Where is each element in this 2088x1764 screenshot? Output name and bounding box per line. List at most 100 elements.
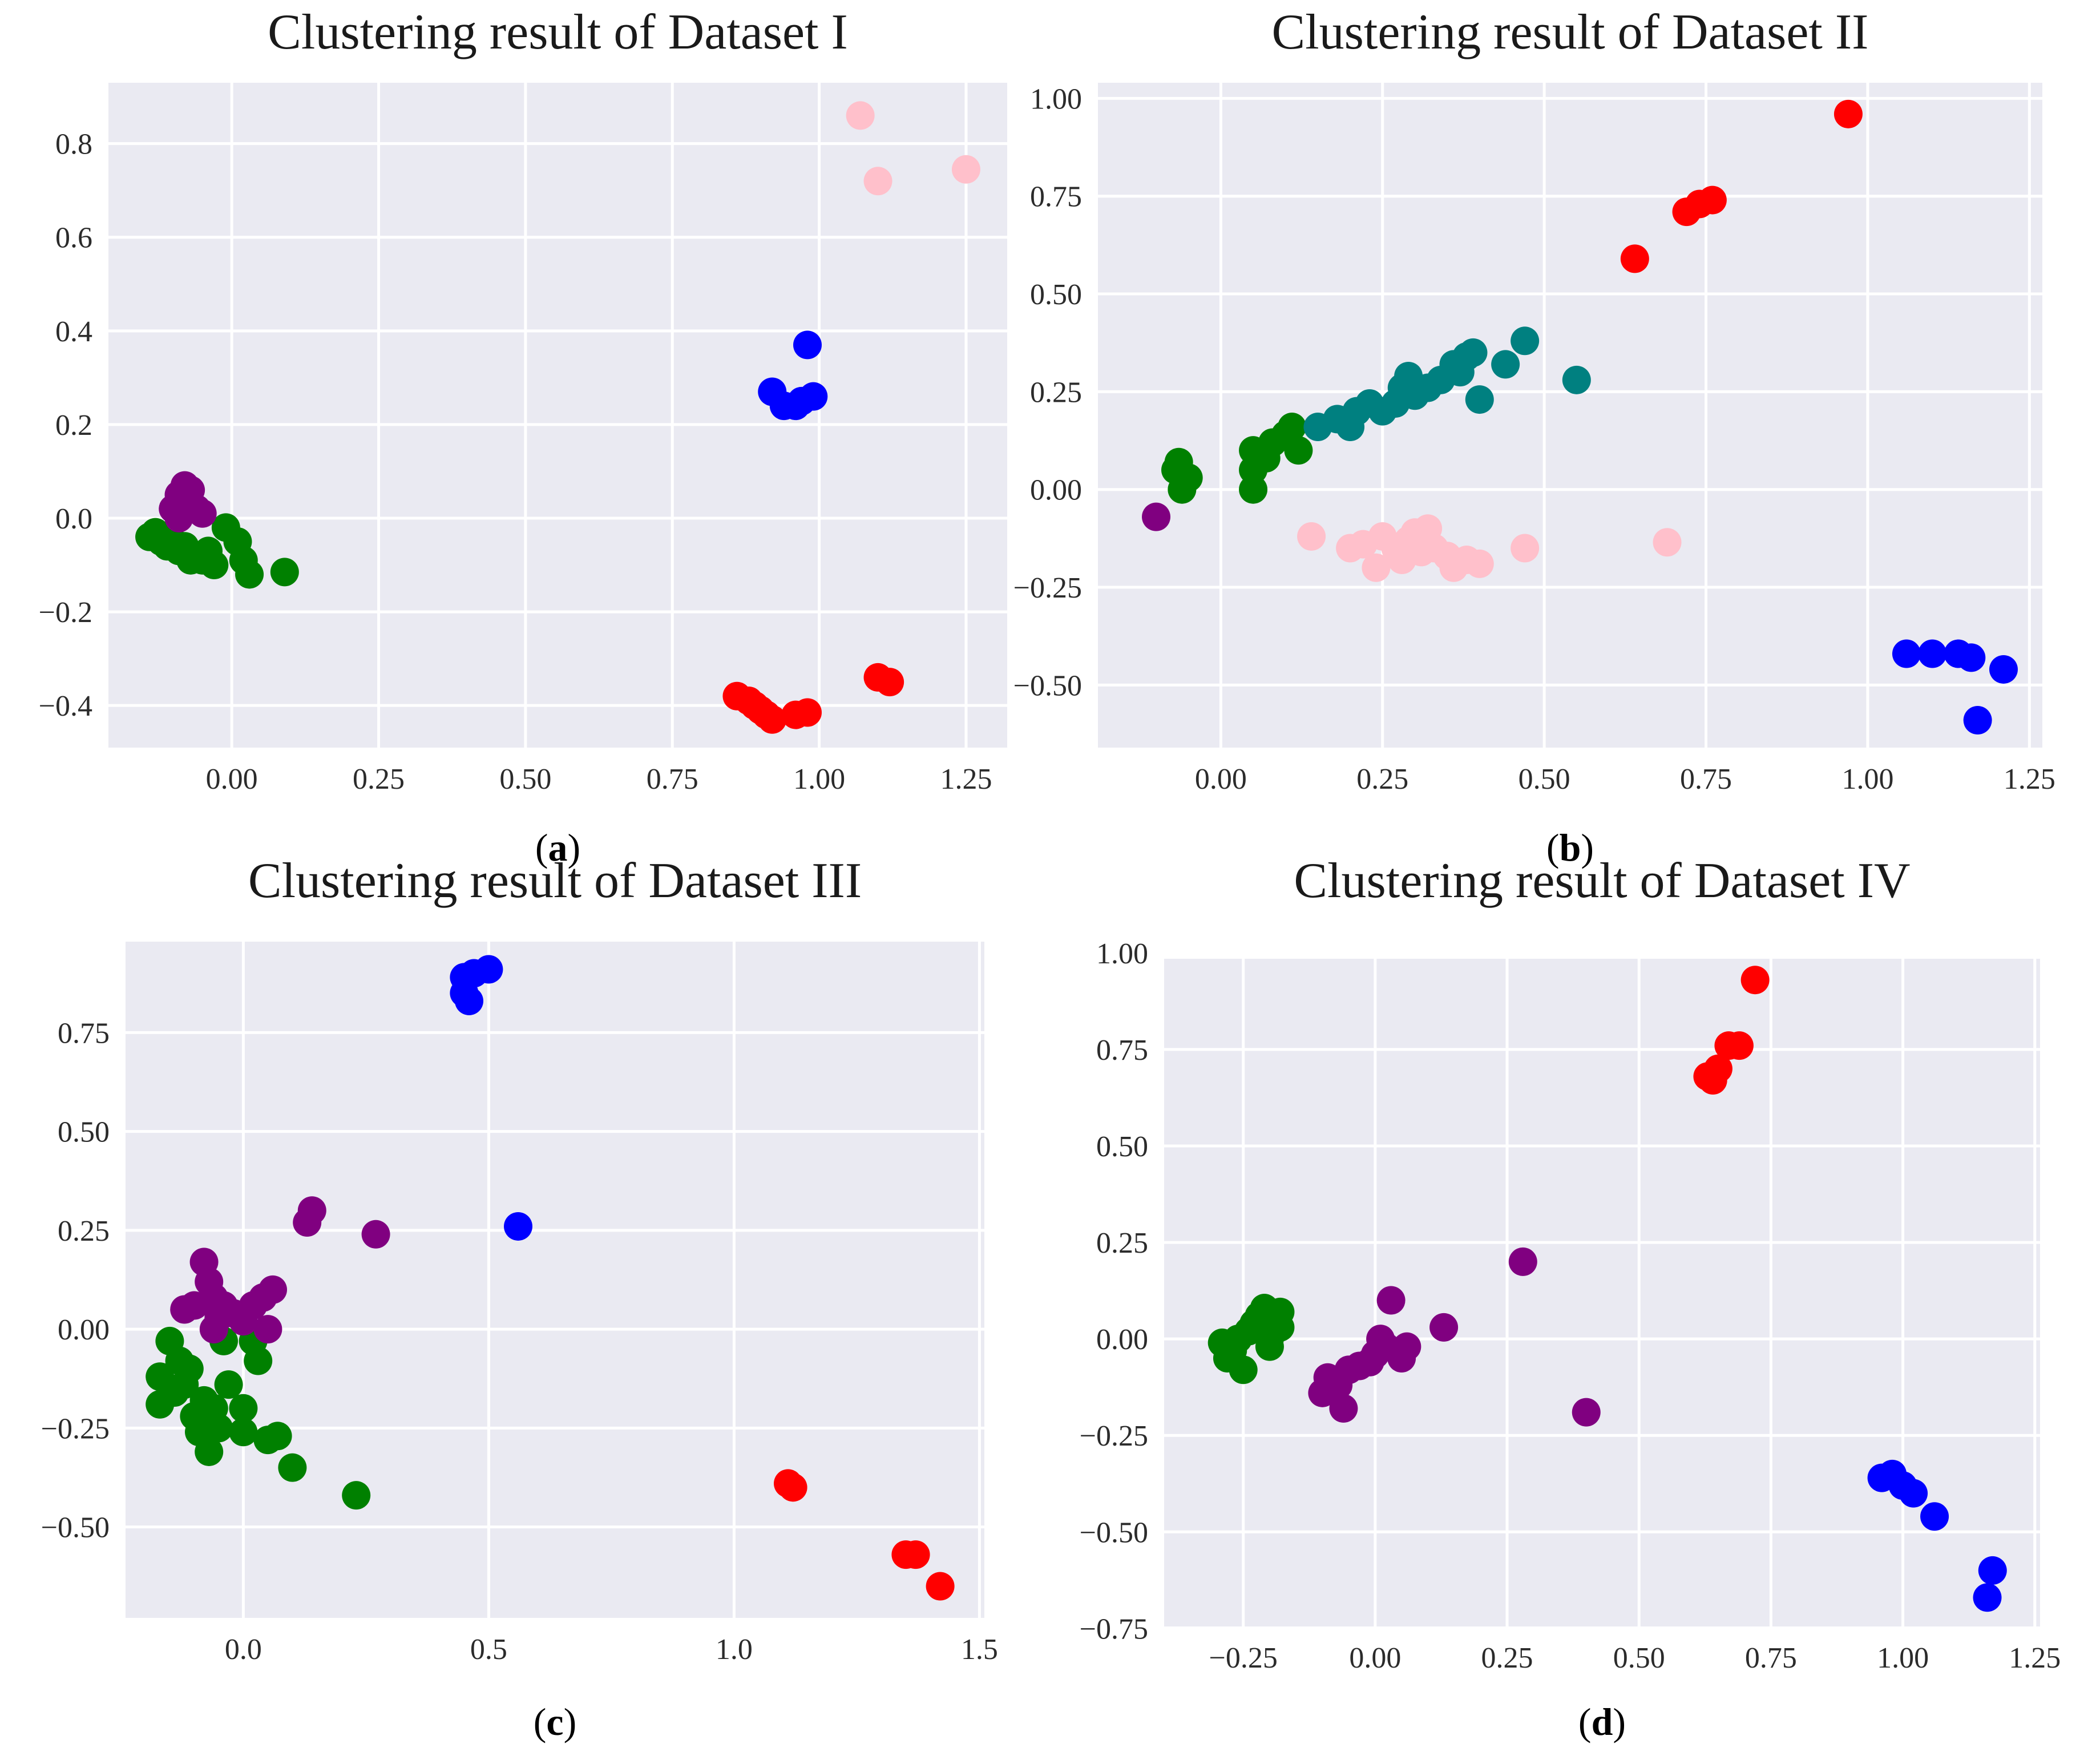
point-red [1698, 185, 1727, 215]
point-blue [1918, 639, 1947, 668]
series-purple [1142, 502, 1171, 531]
point-teal [1511, 326, 1540, 356]
point-blue [1892, 639, 1921, 668]
y-tick-label: 0.25 [1030, 376, 1082, 409]
point-purple [164, 503, 193, 532]
panel-c: 0.0 0.5 1.0 1.5 −0.50 −0.25 0.00 0.25 0.50 0.75 Cl… [41, 853, 998, 1743]
y-tick-label: −0.50 [41, 1512, 110, 1544]
point-pink [1465, 549, 1494, 578]
x-tick-label: 0.75 [1745, 1642, 1797, 1674]
y-tick-label: 0.6 [55, 222, 92, 255]
x-tick-label: 1.00 [1841, 763, 1893, 796]
point-green [244, 1346, 273, 1375]
point-blue [1920, 1502, 1949, 1531]
point-purple [1508, 1247, 1537, 1276]
point-blue [474, 955, 503, 984]
series-pink [1297, 514, 1682, 582]
y-tick-label: 0.8 [55, 128, 92, 161]
point-green [235, 560, 264, 589]
y-tick-label: 0.50 [1096, 1131, 1148, 1163]
point-red [793, 698, 822, 727]
y-tick-label: 0.00 [1096, 1323, 1148, 1356]
panel-d: −0.25 0.00 0.25 0.50 0.75 1.00 1.25 −0.75 −0.50 −… [1080, 853, 2061, 1743]
point-purple [1142, 502, 1171, 531]
y-tick-label: 0.25 [1096, 1227, 1148, 1260]
series-purple [159, 471, 217, 532]
caption-a: (a) [535, 826, 580, 869]
series-blue [1892, 639, 2018, 735]
series-blue [1867, 1459, 2007, 1612]
panel-b: 0.00 0.25 0.50 0.75 1.00 1.25 −0.50 −0.25 0.00 0.… [1013, 5, 2055, 869]
point-purple [253, 1315, 282, 1344]
x-tick-label: −0.25 [1209, 1642, 1278, 1674]
point-red [1833, 99, 1863, 128]
point-red [778, 1473, 807, 1502]
point-pink [1297, 522, 1326, 551]
point-red [1724, 1031, 1754, 1060]
point-green [195, 1437, 224, 1466]
point-green [270, 558, 299, 587]
y-tick-label: −0.2 [39, 596, 92, 629]
series-blue [758, 330, 828, 421]
point-blue [1963, 706, 1992, 735]
chart-title-d: Clustering result of Dataset IV [1294, 853, 1910, 909]
point-green [204, 1414, 233, 1443]
point-blue [799, 382, 828, 411]
y-tick-label: 0.25 [58, 1215, 110, 1248]
x-tick-label: 0.50 [1518, 763, 1570, 796]
point-red [875, 668, 904, 697]
x-tick-label: 1.0 [716, 1633, 753, 1666]
point-green [200, 551, 229, 580]
series-purple [170, 1196, 390, 1344]
point-red [1620, 244, 1649, 273]
point-blue [1989, 655, 2018, 684]
point-red [758, 705, 787, 734]
plot-area-b [1098, 83, 2042, 748]
x-tick-label: 0.00 [1195, 763, 1247, 796]
plot-area-a [108, 83, 1007, 748]
caption-c: (c) [534, 1700, 577, 1743]
x-tick-label: 0.75 [647, 763, 698, 796]
point-teal [1465, 385, 1494, 414]
point-green [1229, 1355, 1258, 1384]
point-green [229, 1418, 258, 1447]
y-tick-label: 0.00 [1030, 474, 1082, 507]
y-tick-label: 0.00 [58, 1314, 110, 1346]
point-purple [361, 1220, 390, 1249]
y-tick-label: 0.75 [58, 1017, 110, 1049]
x-tick-label: 0.25 [1356, 763, 1408, 796]
point-teal [1562, 365, 1591, 394]
point-purple [1376, 1286, 1406, 1315]
point-blue [1973, 1583, 2002, 1612]
series-green [135, 513, 299, 589]
point-green [1266, 1313, 1295, 1342]
series-red [722, 663, 904, 734]
point-green [263, 1422, 292, 1451]
series-purple [1308, 1247, 1601, 1427]
point-green [342, 1481, 371, 1510]
x-tick-label: 0.50 [1613, 1642, 1665, 1674]
x-tick-label: 1.25 [2004, 763, 2055, 796]
x-tick-label: 0.25 [353, 763, 405, 796]
series-green [1207, 1294, 1295, 1384]
point-green [1284, 436, 1313, 465]
x-tick-label: 1.00 [1877, 1642, 1929, 1674]
point-pink [846, 101, 875, 130]
point-blue [793, 330, 822, 360]
point-purple [1392, 1332, 1421, 1361]
x-tick-label: 0.00 [1349, 1642, 1401, 1674]
point-green [175, 1354, 204, 1383]
point-pink [1362, 553, 1391, 582]
point-blue [455, 986, 483, 1015]
x-tick-label: 1.25 [2009, 1642, 2061, 1674]
point-green [1174, 463, 1203, 493]
y-tick-label: −0.25 [41, 1412, 110, 1445]
x-tick-label: 1.5 [961, 1633, 998, 1666]
series-pink [846, 101, 980, 196]
point-green [278, 1453, 307, 1482]
y-tick-label: 0.50 [1030, 278, 1082, 311]
series-red [1693, 966, 1770, 1095]
point-pink [863, 167, 892, 196]
point-blue [1978, 1556, 2007, 1585]
